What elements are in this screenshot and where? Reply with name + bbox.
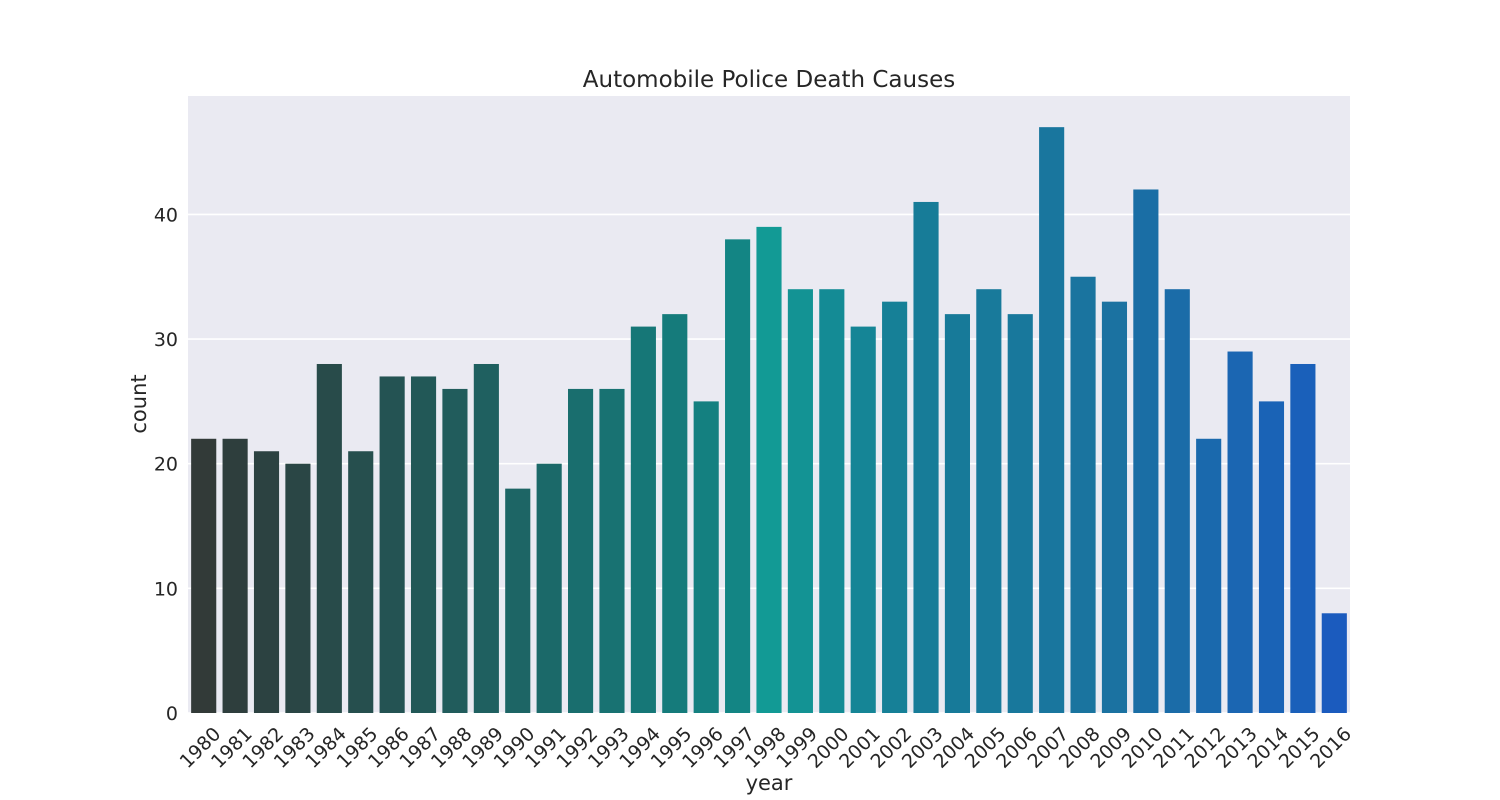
bar-2002 (882, 301, 908, 713)
bar-1997 (725, 239, 751, 713)
bar-2008 (1070, 276, 1096, 713)
bar-2000 (819, 289, 845, 713)
bar-2011 (1164, 289, 1190, 713)
y-axis-label: count (127, 374, 151, 433)
bar-1983 (285, 463, 311, 713)
y-tick-label: 0 (166, 703, 178, 725)
bar-2004 (944, 314, 970, 713)
bar-2015 (1290, 363, 1316, 713)
bar-1990 (505, 488, 531, 713)
bar-2013 (1227, 351, 1253, 713)
bar-1984 (316, 363, 342, 713)
bar-1988 (442, 388, 468, 713)
bar-2003 (913, 201, 939, 713)
bar-2001 (850, 326, 876, 713)
bar-1989 (473, 363, 499, 713)
x-tick-labels: 1980198119821983198419851986198719881989… (176, 723, 1356, 773)
bar-1980 (191, 438, 217, 713)
bar-1986 (379, 376, 405, 713)
bar-1993 (599, 388, 625, 713)
x-axis-label: year (746, 771, 793, 795)
y-tick-label: 20 (154, 454, 178, 476)
bars (191, 127, 1347, 713)
bar-1991 (536, 463, 562, 713)
bar-1981 (222, 438, 248, 713)
bar-1987 (410, 376, 437, 713)
bar-1994 (630, 326, 656, 713)
bar-1985 (348, 451, 374, 713)
bar-2010 (1133, 189, 1159, 713)
bar-2005 (976, 289, 1002, 713)
bar-2012 (1196, 438, 1222, 713)
bar-2014 (1258, 401, 1285, 713)
bar-1999 (787, 289, 813, 713)
bar-2016 (1321, 613, 1347, 713)
chart-title: Automobile Police Death Causes (583, 67, 955, 93)
bar-2007 (1039, 127, 1065, 713)
y-tick-labels: 0 10 20 30 40 (154, 204, 178, 725)
bar-1996 (693, 401, 719, 713)
y-tick-label: 40 (154, 204, 178, 226)
bar-2006 (1007, 314, 1033, 713)
bar-2009 (1101, 301, 1128, 713)
y-tick-label: 10 (154, 578, 178, 600)
bar-1992 (568, 388, 594, 713)
bar-1982 (253, 451, 280, 713)
bar-1998 (756, 226, 782, 713)
y-tick-label: 30 (154, 329, 178, 351)
bar-1995 (662, 314, 688, 713)
